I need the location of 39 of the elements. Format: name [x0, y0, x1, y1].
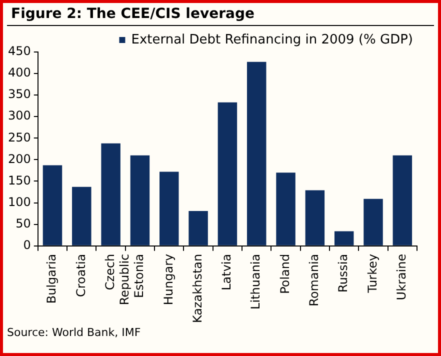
- bar: [392, 155, 412, 246]
- x-tick-label: Hungary: [161, 254, 176, 306]
- bar: [305, 190, 325, 246]
- bar: [42, 165, 62, 246]
- x-tick-label: Russia: [336, 254, 350, 292]
- bar: [246, 62, 266, 246]
- bar: [276, 172, 296, 246]
- x-tick-label: Poland: [278, 254, 292, 294]
- legend-label: External Debt Refinancing in 2009 (% GDP): [131, 32, 414, 48]
- y-tick-label: 200: [8, 152, 31, 166]
- bar: [364, 198, 383, 246]
- bar: [188, 210, 208, 246]
- bar: [334, 231, 354, 246]
- chart-title: Figure 2: The CEE/CIS leverage: [7, 3, 434, 26]
- y-tick-label: 250: [8, 130, 31, 144]
- bar: [130, 155, 150, 246]
- y-tick-label: 50: [16, 216, 31, 230]
- y-tick-label: 350: [8, 87, 31, 102]
- y-tick-label: 150: [8, 173, 31, 188]
- y-tick-label: 450: [8, 44, 31, 58]
- y-tick-label: 100: [8, 194, 31, 209]
- bar: [160, 172, 179, 246]
- x-tick-label: Lithuania: [248, 254, 263, 310]
- x-tick-label: Turkey: [365, 254, 380, 294]
- x-tick-label: Romania: [307, 254, 322, 306]
- x-tick-label: Czech Republic: [102, 254, 132, 306]
- y-tick-label: 300: [8, 108, 31, 123]
- y-tick-label: 0: [23, 238, 31, 252]
- x-tick-label: Ukraine: [394, 254, 409, 300]
- bar: [101, 143, 120, 246]
- bar: [72, 186, 92, 246]
- x-tick-label: Croatia: [74, 254, 88, 298]
- x-tick-label: Latvia: [220, 254, 234, 290]
- x-tick-label: Estonia: [132, 254, 146, 298]
- bar: [218, 102, 238, 246]
- source-note: Source: World Bank, IMF: [6, 326, 142, 339]
- x-tick-label: Bulgaria: [44, 254, 59, 304]
- y-tick-label: 400: [8, 66, 31, 80]
- x-tick-label: Kazakhstan: [190, 254, 204, 324]
